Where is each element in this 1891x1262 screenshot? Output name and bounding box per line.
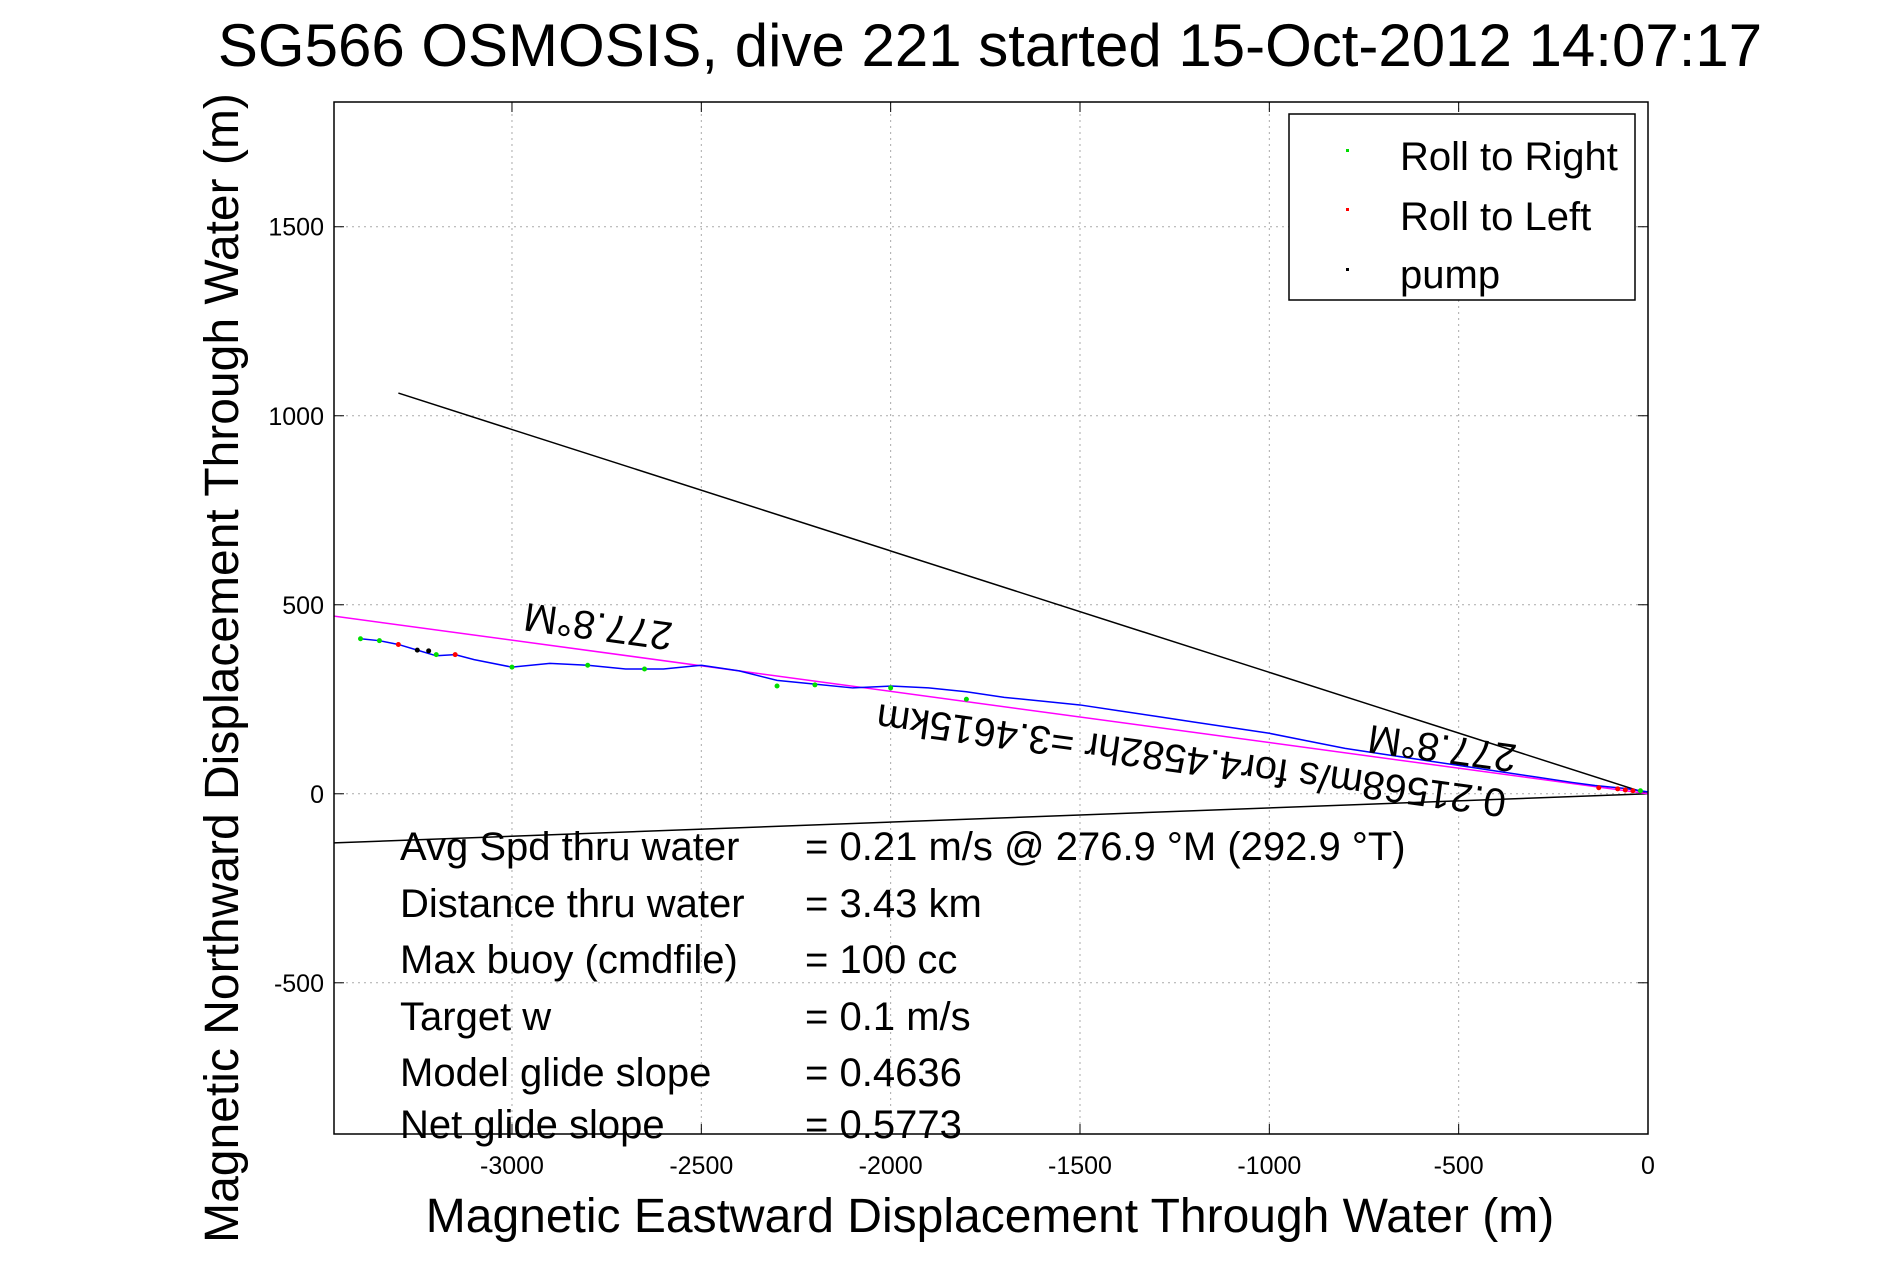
track-line	[360, 638, 1648, 793]
legend-marker-roll-left	[1346, 208, 1349, 211]
roll-left-point	[1596, 785, 1602, 791]
y-ticks: -500 0 500 1000 1500	[268, 214, 1648, 998]
roll-left-point	[452, 652, 458, 658]
stat-value-model-glide: = 0.4636	[805, 1051, 962, 1095]
stat-label-distance: Distance thru water	[400, 882, 745, 926]
stat-value-net-glide: = 0.5773	[805, 1103, 962, 1147]
pump-point	[426, 648, 432, 654]
y-tick-label: 1500	[268, 214, 324, 242]
stat-label-net-glide: Net glide slope	[400, 1103, 665, 1147]
x-tick-label: -2000	[859, 1152, 923, 1180]
roll-right-point	[358, 636, 364, 642]
roll-right-point	[509, 664, 515, 670]
line-upper	[398, 392, 1648, 795]
legend-marker-pump	[1346, 268, 1349, 271]
legend-marker-roll-right	[1346, 149, 1349, 152]
roll-left-point	[1622, 787, 1628, 793]
stat-label-model-glide: Model glide slope	[400, 1051, 711, 1095]
stat-label-max-buoy: Max buoy (cmdfile)	[400, 938, 738, 982]
y-tick-label: 1000	[268, 403, 324, 431]
line-lower	[334, 793, 1648, 844]
x-axis-label: Magnetic Eastward Displacement Through W…	[426, 1190, 1554, 1243]
roll-right-point	[433, 652, 439, 658]
y-tick-label: 0	[310, 781, 324, 809]
roll-left-point	[395, 641, 401, 647]
legend-label-roll-right: Roll to Right	[1400, 135, 1618, 179]
x-tick-label: -3000	[480, 1152, 544, 1180]
chart-title: SG566 OSMOSIS, dive 221 started 15-Oct-2…	[218, 12, 1762, 79]
y-axis-label: Magnetic Northward Displacement Through …	[196, 93, 249, 1243]
roll-right-point	[376, 638, 382, 644]
stat-value-distance: = 3.43 km	[805, 882, 982, 926]
roll-right-point	[585, 662, 591, 668]
pump-point	[414, 647, 420, 653]
y-tick-label: -500	[274, 970, 324, 998]
x-tick-label: -1500	[1048, 1152, 1112, 1180]
roll-left-point	[1630, 788, 1636, 794]
roll-right-point	[1637, 788, 1643, 794]
stats-block: Avg Spd thru water = 0.21 m/s @ 276.9 °M…	[400, 825, 1406, 1147]
stat-value-avg-speed: = 0.21 m/s @ 276.9 °M (292.9 °T)	[805, 825, 1406, 869]
legend-label-roll-left: Roll to Left	[1400, 195, 1591, 239]
x-ticks: -3000 -2500 -2000 -1500 -1000 -500 0	[480, 102, 1655, 1180]
reference-lines	[334, 392, 1648, 844]
roll-right-point	[888, 685, 894, 691]
x-tick-label: -2500	[669, 1152, 733, 1180]
roll-right-point	[642, 666, 648, 672]
x-tick-label: -1000	[1237, 1152, 1301, 1180]
roll-right-point	[812, 682, 818, 688]
stat-label-avg-speed: Avg Spd thru water	[400, 825, 739, 869]
roll-left-point	[1615, 786, 1621, 792]
track-group	[360, 638, 1648, 793]
stat-label-target-w: Target w	[400, 995, 551, 1039]
plot-frame	[333, 101, 1649, 1135]
legend-label-pump: pump	[1400, 253, 1500, 297]
y-tick-label: 500	[282, 592, 324, 620]
stat-value-max-buoy: = 100 cc	[805, 938, 957, 982]
x-tick-label: -500	[1434, 1152, 1484, 1180]
marker-group	[358, 636, 1643, 794]
legend: Roll to Right Roll to Left pump	[1288, 113, 1636, 301]
roll-right-point	[774, 683, 780, 689]
heading-line	[334, 615, 1648, 795]
x-tick-label: 0	[1641, 1152, 1655, 1180]
stat-value-target-w: = 0.1 m/s	[805, 995, 971, 1039]
roll-right-point	[963, 696, 969, 702]
